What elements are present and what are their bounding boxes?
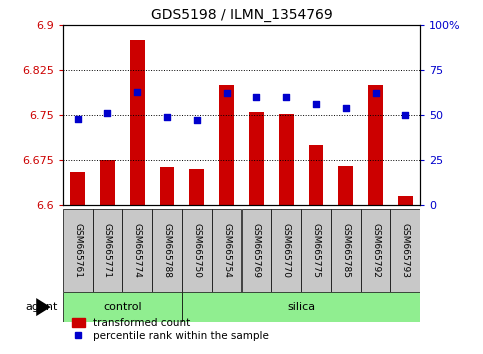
Point	[223, 91, 230, 96]
Bar	[398, 196, 413, 205]
Bar	[331, 209, 361, 292]
Text: control: control	[103, 302, 142, 312]
Text: GSM665750: GSM665750	[192, 223, 201, 278]
Title: GDS5198 / ILMN_1354769: GDS5198 / ILMN_1354769	[151, 8, 332, 22]
Bar	[309, 145, 324, 205]
Text: agent: agent	[26, 302, 58, 312]
Text: GSM665771: GSM665771	[103, 223, 112, 278]
Text: GSM665788: GSM665788	[163, 223, 171, 278]
Legend: transformed count, percentile rank within the sample: transformed count, percentile rank withi…	[68, 313, 273, 345]
Bar	[152, 209, 182, 292]
Point	[133, 89, 141, 95]
Point	[401, 112, 409, 118]
Bar	[219, 85, 234, 205]
Bar	[63, 209, 93, 292]
Point	[342, 105, 350, 111]
Text: GSM665774: GSM665774	[133, 223, 142, 278]
Bar	[249, 112, 264, 205]
Point	[74, 116, 82, 121]
Bar	[301, 209, 331, 292]
Point	[163, 114, 171, 120]
Bar	[130, 40, 145, 205]
Bar	[368, 85, 383, 205]
Bar	[338, 166, 353, 205]
Bar	[100, 160, 115, 205]
Bar	[182, 292, 420, 322]
Text: GSM665785: GSM665785	[341, 223, 350, 278]
Bar	[189, 169, 204, 205]
Text: GSM665761: GSM665761	[73, 223, 82, 278]
Bar	[242, 209, 271, 292]
Point	[282, 94, 290, 100]
Text: silica: silica	[287, 302, 315, 312]
Point	[193, 118, 201, 123]
Point	[372, 91, 380, 96]
Point	[104, 110, 112, 116]
Bar	[390, 209, 420, 292]
Bar	[63, 292, 182, 322]
Text: GSM665775: GSM665775	[312, 223, 320, 278]
Bar	[122, 209, 152, 292]
Text: GSM665769: GSM665769	[252, 223, 261, 278]
Bar	[93, 209, 122, 292]
Text: GSM665770: GSM665770	[282, 223, 291, 278]
Polygon shape	[36, 298, 51, 316]
Text: GSM665754: GSM665754	[222, 223, 231, 278]
Point	[253, 94, 260, 100]
Point	[312, 101, 320, 107]
Bar	[279, 114, 294, 205]
Text: GSM665793: GSM665793	[401, 223, 410, 278]
Bar	[361, 209, 390, 292]
Bar	[159, 167, 174, 205]
Bar	[182, 209, 212, 292]
Text: GSM665792: GSM665792	[371, 223, 380, 278]
Bar	[271, 209, 301, 292]
Bar	[212, 209, 242, 292]
Bar	[70, 172, 85, 205]
